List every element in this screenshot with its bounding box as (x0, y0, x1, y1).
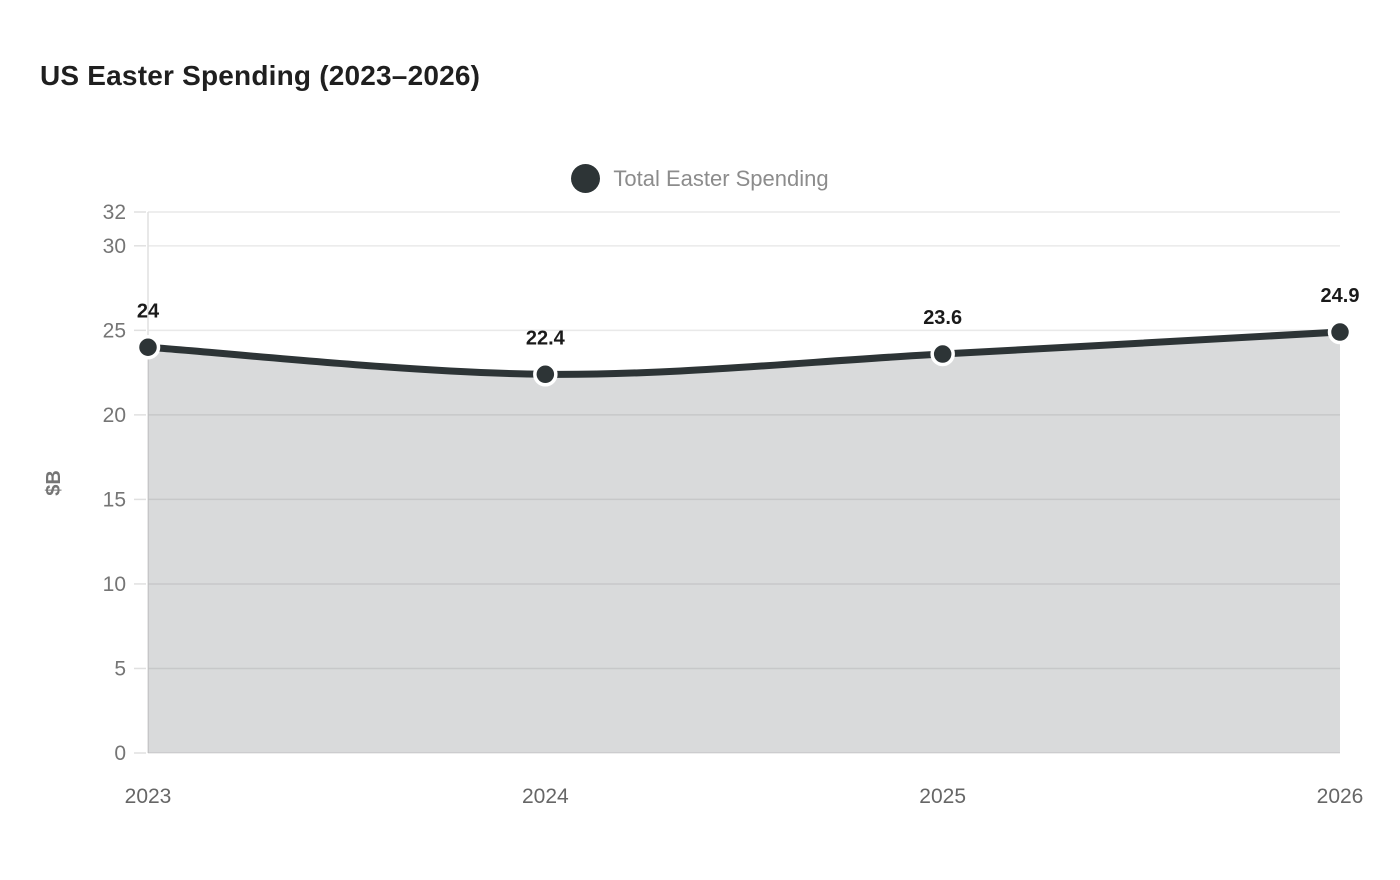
data-point-2025[interactable] (930, 341, 955, 367)
y-tick-label: 15 (103, 488, 126, 511)
data-label-2023: 24 (137, 300, 160, 322)
legend-circle-icon (571, 164, 601, 193)
y-tick-label: 0 (114, 742, 126, 765)
y-tick-label: 10 (103, 573, 126, 596)
y-tick-label: 5 (114, 657, 126, 680)
data-label-2026: 24.9 (1321, 285, 1360, 307)
legend-item-total-easter-spending[interactable]: Total Easter Spending (571, 164, 829, 193)
x-tick-label-2023: 2023 (125, 785, 172, 808)
data-point-2023[interactable] (135, 335, 161, 360)
x-tick-label-2024: 2024 (522, 785, 569, 808)
grid-lines: 0 5 10 15 20 25 30 32 (103, 201, 1340, 765)
series-area-fill (148, 332, 1340, 753)
x-axis-labels: 2023 2024 2025 2026 (125, 785, 1364, 808)
x-tick-label-2025: 2025 (919, 785, 966, 808)
series-line (144, 328, 1344, 378)
chart-title: US Easter Spending (2023–2026) (40, 60, 481, 91)
data-point-2024[interactable] (533, 362, 558, 387)
data-points: 24 22.4 23.6 24.9 (135, 285, 1360, 387)
x-tick-label-2026: 2026 (1317, 785, 1364, 808)
legend-label: Total Easter Spending (613, 165, 829, 191)
y-axis-title: $B (43, 470, 65, 496)
data-label-2025: 23.6 (923, 307, 962, 329)
y-tick-label: 30 (103, 235, 126, 258)
legend: Total Easter Spending (0, 164, 1400, 193)
data-label-2024: 22.4 (526, 327, 566, 349)
y-tick-label: 32 (103, 201, 126, 224)
data-point-2026[interactable] (1327, 319, 1353, 345)
y-tick-label: 25 (103, 319, 126, 342)
y-tick-label: 20 (103, 404, 126, 427)
